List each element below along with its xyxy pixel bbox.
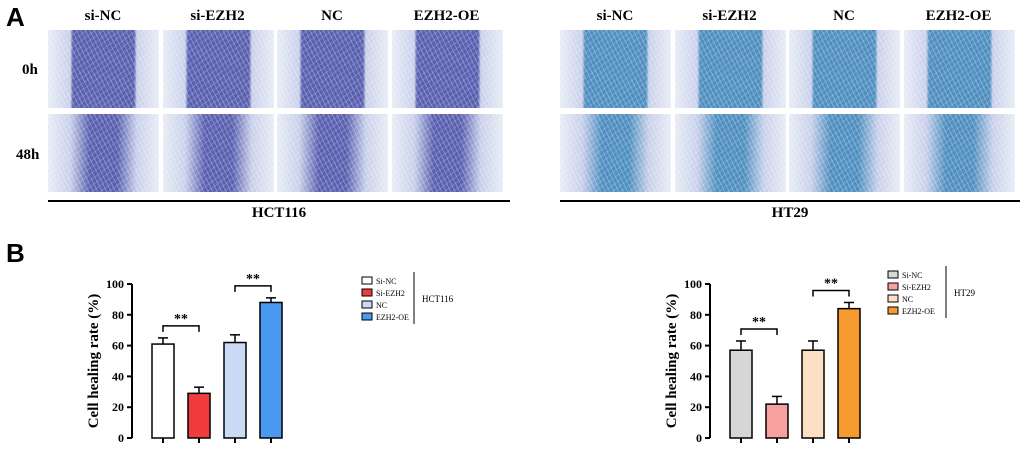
significance-bracket xyxy=(740,328,778,335)
legend-swatch-si-ezh2 xyxy=(361,288,373,297)
panel-label-b: B xyxy=(6,238,25,268)
ht29-micrograph-48h-ezh2-oe xyxy=(903,114,1015,192)
ht29-group-line xyxy=(560,200,1020,202)
hct116-group-line xyxy=(48,200,510,202)
legend-swatch-nc xyxy=(361,300,373,309)
y-tick-label: 60 xyxy=(690,339,702,353)
ht29-healing-chart: Cell healing rate (%) 0 20 40 60 80 100 ** ** Si-… xyxy=(664,266,975,445)
legend-label-ezh2-oe: EZH2-OE xyxy=(902,307,935,316)
row-label-48h: 48h xyxy=(16,147,40,163)
legend-swatch-si-nc xyxy=(361,276,373,285)
ht29-column-label-si-ezh2: si-EZH2 xyxy=(702,8,757,24)
y-tick-label: 80 xyxy=(690,308,702,322)
bar-ezh2-oe xyxy=(837,307,861,439)
legend-label-nc: NC xyxy=(902,295,913,304)
bar-si-ezh2 xyxy=(187,392,211,439)
hct116-column-label-nc: NC xyxy=(321,8,343,24)
bar-si-ezh2 xyxy=(765,403,789,439)
ht29-column-label-ezh2-oe: EZH2-OE xyxy=(925,8,992,24)
ht29-micrograph-48h-si-nc xyxy=(560,114,671,192)
y-tick-label: 80 xyxy=(112,308,124,322)
y-tick-label: 0 xyxy=(118,431,124,445)
legend-label-si-ezh2: Si-EZH2 xyxy=(902,283,931,292)
bar-si-nc xyxy=(729,349,753,439)
significance-label: ** xyxy=(752,315,766,330)
row-label-0h: 0h xyxy=(22,62,38,78)
ht29-micrograph-0h-si-ezh2 xyxy=(674,30,786,108)
legend-swatch-ezh2-oe xyxy=(361,312,373,321)
hct116-micrograph-0h-nc xyxy=(277,30,388,108)
significance-bracket xyxy=(162,325,200,332)
y-tick-label: 60 xyxy=(112,339,124,353)
legend-title: HCT116 xyxy=(422,294,454,304)
y-tick-label: 40 xyxy=(690,369,702,383)
hct116-column-label-si-ezh2: si-EZH2 xyxy=(190,8,245,24)
significance-bracket xyxy=(234,285,272,292)
legend-swatch-si-nc xyxy=(887,270,899,279)
significance-bracket xyxy=(812,289,850,297)
legend-label-si-nc: Si-NC xyxy=(902,271,922,280)
significance-label: ** xyxy=(174,312,188,327)
significance-label: ** xyxy=(246,272,260,287)
hct116-column-label-si-nc: si-NC xyxy=(84,8,122,24)
ht29-group-label: HT29 xyxy=(771,205,809,221)
hct116-micrograph-0h-si-nc xyxy=(48,30,159,108)
ht29-micrograph-0h-nc xyxy=(789,30,900,108)
legend-title: HT29 xyxy=(954,288,975,298)
legend-swatch-si-ezh2 xyxy=(887,282,899,291)
hct116-healing-chart: Cell healing rate (%) 0 20 40 60 80 100 ** ** Si-… xyxy=(86,272,454,445)
bar-ezh2-oe xyxy=(259,301,283,439)
ht29-column-label-si-nc: si-NC xyxy=(596,8,634,24)
ht29-micrograph-0h-ezh2-oe xyxy=(903,30,1015,108)
ht29-micrograph-48h-nc xyxy=(789,114,900,192)
hct116-micrograph-0h-ezh2-oe xyxy=(391,30,503,108)
legend-swatch-ezh2-oe xyxy=(887,306,899,315)
hct116-group-label: HCT116 xyxy=(251,205,307,221)
y-tick-label: 20 xyxy=(112,400,124,414)
bar-si-nc xyxy=(151,343,175,439)
legend-label-ezh2-oe: EZH2-OE xyxy=(376,313,409,322)
legend-label-nc: NC xyxy=(376,301,387,310)
legend-label-si-nc: Si-NC xyxy=(376,277,396,286)
legend-label-si-ezh2: Si-EZH2 xyxy=(376,289,405,298)
hct116-micrograph-48h-si-nc xyxy=(48,114,159,192)
hct116-micrograph-48h-nc xyxy=(277,114,388,192)
y-axis-label: Cell healing rate (%) xyxy=(86,294,102,429)
ht29-micrograph-0h-si-nc xyxy=(560,30,671,108)
ht29-column-label-nc: NC xyxy=(833,8,855,24)
y-tick-label: 40 xyxy=(112,369,124,383)
y-tick-label: 100 xyxy=(106,277,124,291)
hct116-column-label-ezh2-oe: EZH2-OE xyxy=(413,8,480,24)
y-tick-label: 20 xyxy=(690,400,702,414)
y-tick-label: 0 xyxy=(696,431,702,445)
hct116-micrograph-48h-si-ezh2 xyxy=(162,114,274,192)
ht29-micrograph-48h-si-ezh2 xyxy=(674,114,786,192)
significance-label: ** xyxy=(824,276,838,291)
y-tick-label: 100 xyxy=(684,277,702,291)
y-axis-label: Cell healing rate (%) xyxy=(664,294,680,429)
hct116-micrograph-0h-si-ezh2 xyxy=(162,30,274,108)
bar-nc xyxy=(223,341,247,439)
legend-swatch-nc xyxy=(887,294,899,303)
hct116-micrograph-48h-ezh2-oe xyxy=(391,114,503,192)
panel-label-a: A xyxy=(6,2,25,32)
bar-nc xyxy=(801,349,825,439)
